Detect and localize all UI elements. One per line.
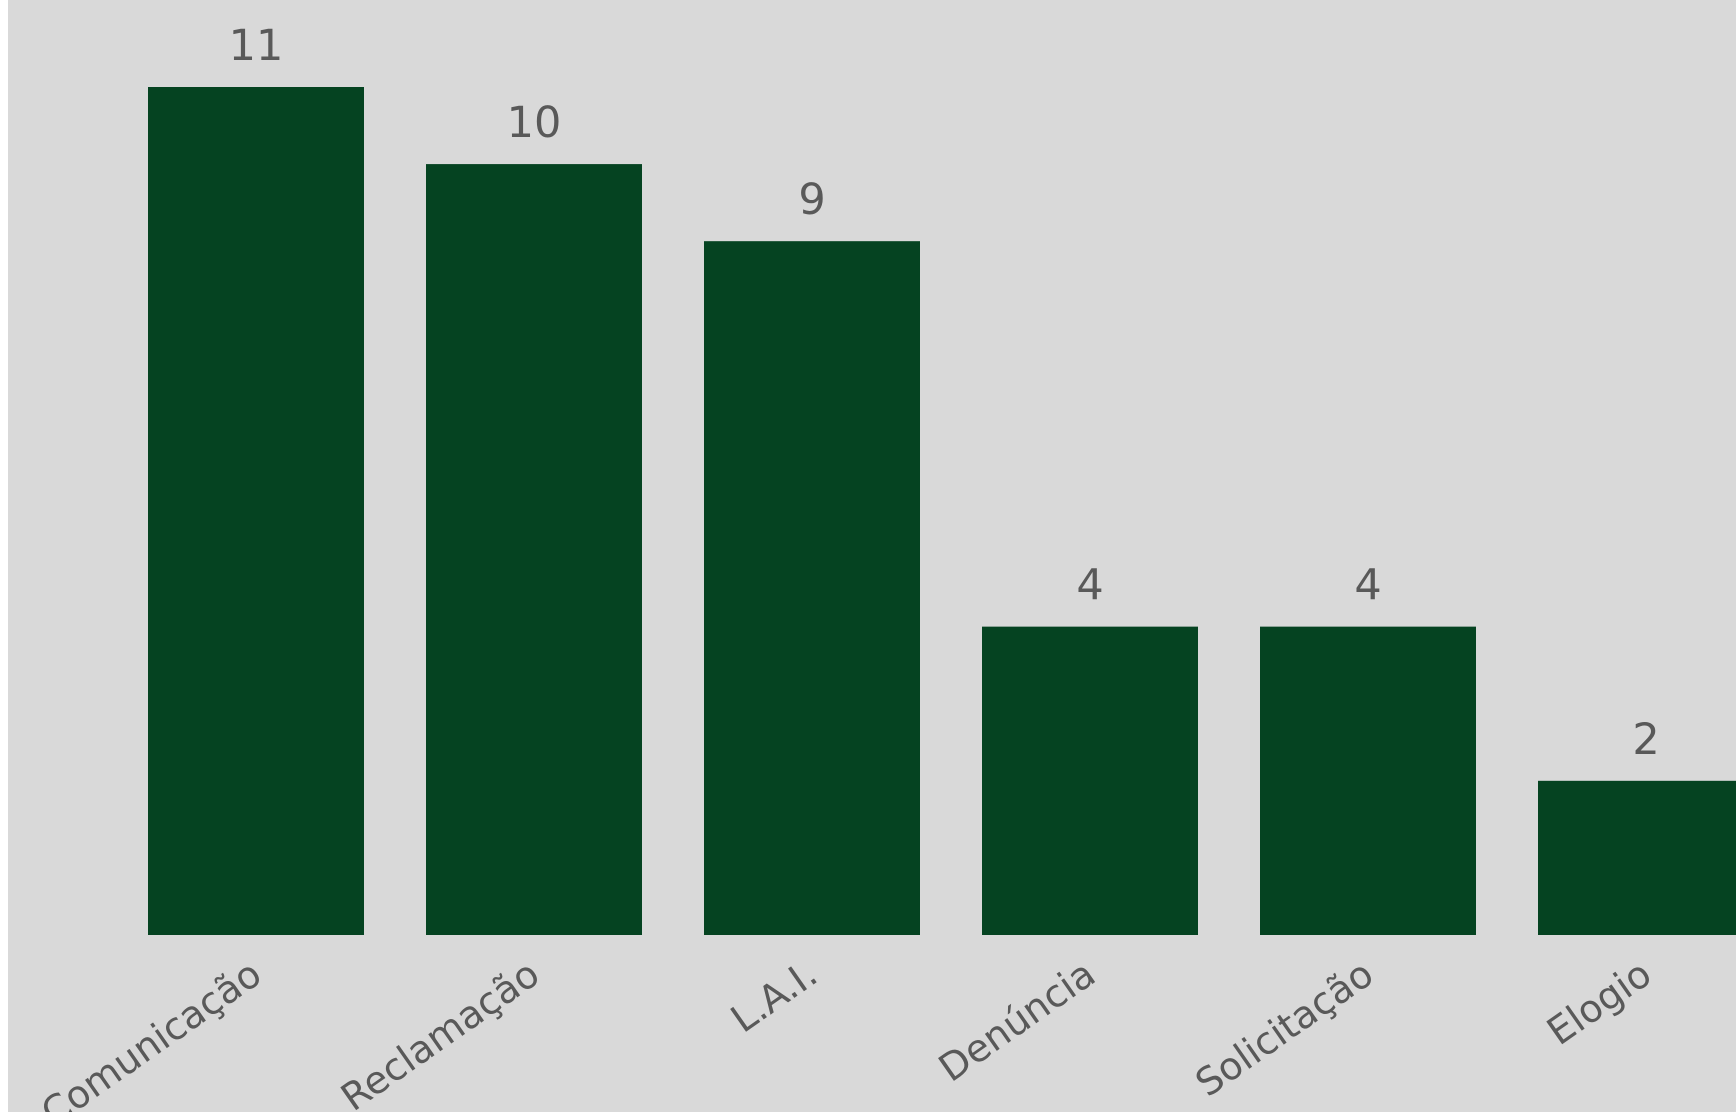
bar-value-label: 2 [1632,715,1659,765]
bar-value-label: 11 [229,21,284,71]
bar-chart: 11 10 9 4 4 2 Comunicação Reclamação L.A.I. Denú… [33,21,1736,1112]
bar-2 [426,164,642,935]
bar-value-label: 4 [1076,561,1103,611]
bar-3 [704,241,920,935]
x-axis-tick-label: Solicitação [1188,951,1382,1105]
value-labels-layer: 11 10 9 4 4 2 [229,21,1660,765]
chart-panel: 11 10 9 4 4 2 Comunicação Reclamação L.A.I. Denú… [8,0,1736,1112]
bar-6 [1538,780,1736,935]
bar-5 [1260,626,1476,935]
x-axis-tick-labels: Comunicação Reclamação L.A.I. Denúncia Solic… [33,951,1659,1112]
bar-4 [982,626,1198,935]
x-axis-tick-label: Comunicação [33,951,269,1112]
bar-value-label: 10 [507,98,562,148]
bar-value-label: 9 [798,175,825,225]
x-axis-tick-label: Reclamação [333,951,547,1112]
x-axis-tick-label: L.A.I. [723,951,825,1041]
x-axis-tick-label: Denúncia [931,951,1103,1090]
bar-1 [148,87,364,935]
x-axis-tick-label: Elogio [1539,951,1659,1053]
bar-value-label: 4 [1354,561,1381,611]
bars-layer [148,87,1736,935]
